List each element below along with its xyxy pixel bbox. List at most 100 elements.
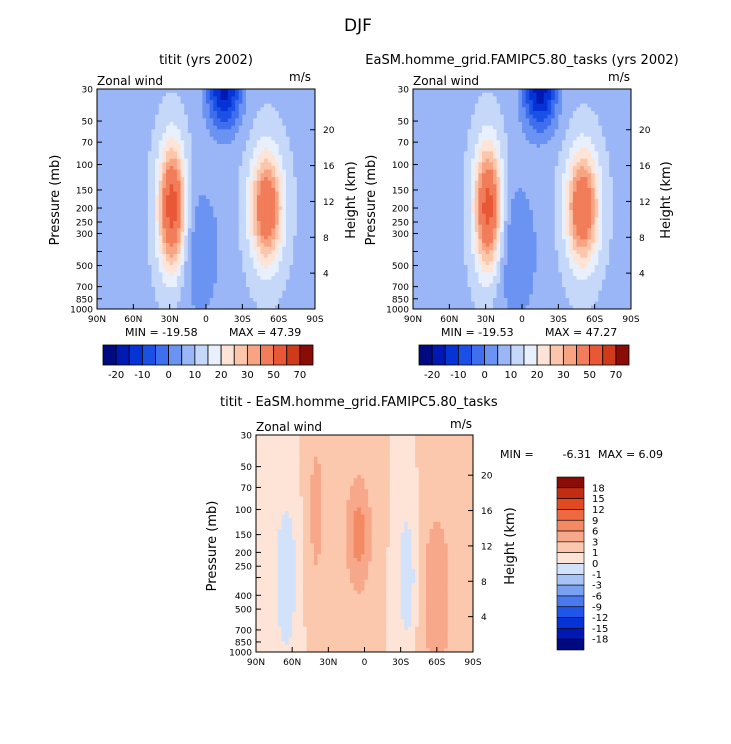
field-cell (463, 103, 469, 108)
field-cell (511, 151, 516, 156)
field-cell (224, 140, 229, 145)
field-cell (296, 180, 302, 185)
field-cell (536, 122, 541, 127)
field-cell (144, 305, 149, 309)
field-cell (543, 129, 549, 134)
field-cell (438, 107, 443, 112)
field-cell (155, 268, 160, 273)
field-cell (209, 294, 214, 299)
field-cell (489, 103, 494, 108)
field-cell (285, 144, 291, 149)
field-cell (115, 268, 120, 273)
field-cell (452, 136, 458, 141)
field-cell (500, 103, 505, 108)
field-cell (496, 111, 501, 116)
field-cell (198, 195, 203, 200)
field-cell (282, 206, 287, 211)
field-cell (195, 210, 200, 215)
field-cell (245, 261, 251, 266)
field-cell (213, 301, 218, 306)
field-cell (278, 111, 283, 116)
field-cell (115, 195, 120, 200)
field-cell (253, 290, 258, 295)
field-cell (500, 107, 505, 112)
field-cell (307, 272, 312, 277)
field-cell (169, 122, 174, 127)
field-cell (227, 89, 233, 94)
field-cell (104, 210, 109, 215)
field-cell (540, 89, 545, 94)
field-cell (140, 169, 145, 174)
field-cell (253, 89, 258, 94)
field-cell (260, 155, 265, 160)
field-cell (485, 100, 490, 105)
field-cell (122, 250, 127, 255)
field-cell (547, 114, 552, 119)
field-cell (565, 133, 570, 138)
field-cell (518, 111, 523, 116)
field-cell (147, 158, 153, 163)
field-cell (245, 213, 251, 218)
field-cell (242, 158, 247, 163)
field-cell (442, 103, 447, 108)
field-cell (173, 125, 178, 130)
field-cell (140, 305, 145, 309)
field-cell (169, 202, 174, 207)
field-cell (227, 155, 233, 160)
field-cell (278, 96, 283, 101)
field-cell (209, 114, 214, 119)
field-cell (485, 166, 490, 171)
field-cell (155, 261, 160, 266)
field-cell (115, 228, 120, 233)
field-cell (245, 122, 251, 127)
field-cell (184, 199, 189, 204)
field-cell (275, 199, 280, 204)
field-cell (264, 191, 269, 196)
field-cell (507, 89, 512, 94)
field-cell (420, 122, 425, 127)
field-cell (202, 265, 207, 270)
field-cell (561, 151, 567, 156)
field-cell (147, 243, 153, 248)
field-cell (478, 166, 483, 171)
field-cell (220, 114, 225, 119)
field-cell (467, 100, 472, 105)
field-cell (492, 111, 498, 116)
field-cell (220, 136, 225, 141)
field-cell (162, 279, 167, 284)
field-cell (271, 210, 276, 215)
field-cell (180, 191, 185, 196)
field-cell (275, 224, 280, 229)
field-cell (169, 265, 174, 270)
field-cell (111, 228, 116, 233)
field-cell (267, 246, 272, 251)
field-cell (206, 122, 211, 127)
field-cell (147, 301, 153, 306)
field-cell (176, 199, 182, 204)
field-cell (155, 180, 160, 185)
field-cell (616, 151, 621, 156)
field-cell (467, 144, 472, 149)
field-cell (224, 287, 229, 292)
field-cell (191, 206, 196, 211)
field-cell (213, 122, 218, 127)
field-cell (278, 261, 283, 266)
field-cell (278, 129, 283, 134)
field-cell (594, 111, 599, 116)
field-cell (206, 136, 211, 141)
field-cell (438, 114, 443, 119)
field-cell (180, 217, 185, 222)
field-cell (271, 107, 276, 112)
field-cell (184, 122, 189, 127)
field-cell (249, 294, 254, 299)
field-cell (220, 239, 225, 244)
field-cell (202, 290, 207, 295)
field-cell (104, 202, 109, 207)
field-cell (311, 147, 315, 152)
field-cell (140, 144, 145, 149)
field-cell (111, 188, 116, 193)
field-cell (158, 228, 163, 233)
field-cell (180, 224, 185, 229)
field-cell (627, 100, 631, 105)
field-cell (136, 228, 142, 233)
